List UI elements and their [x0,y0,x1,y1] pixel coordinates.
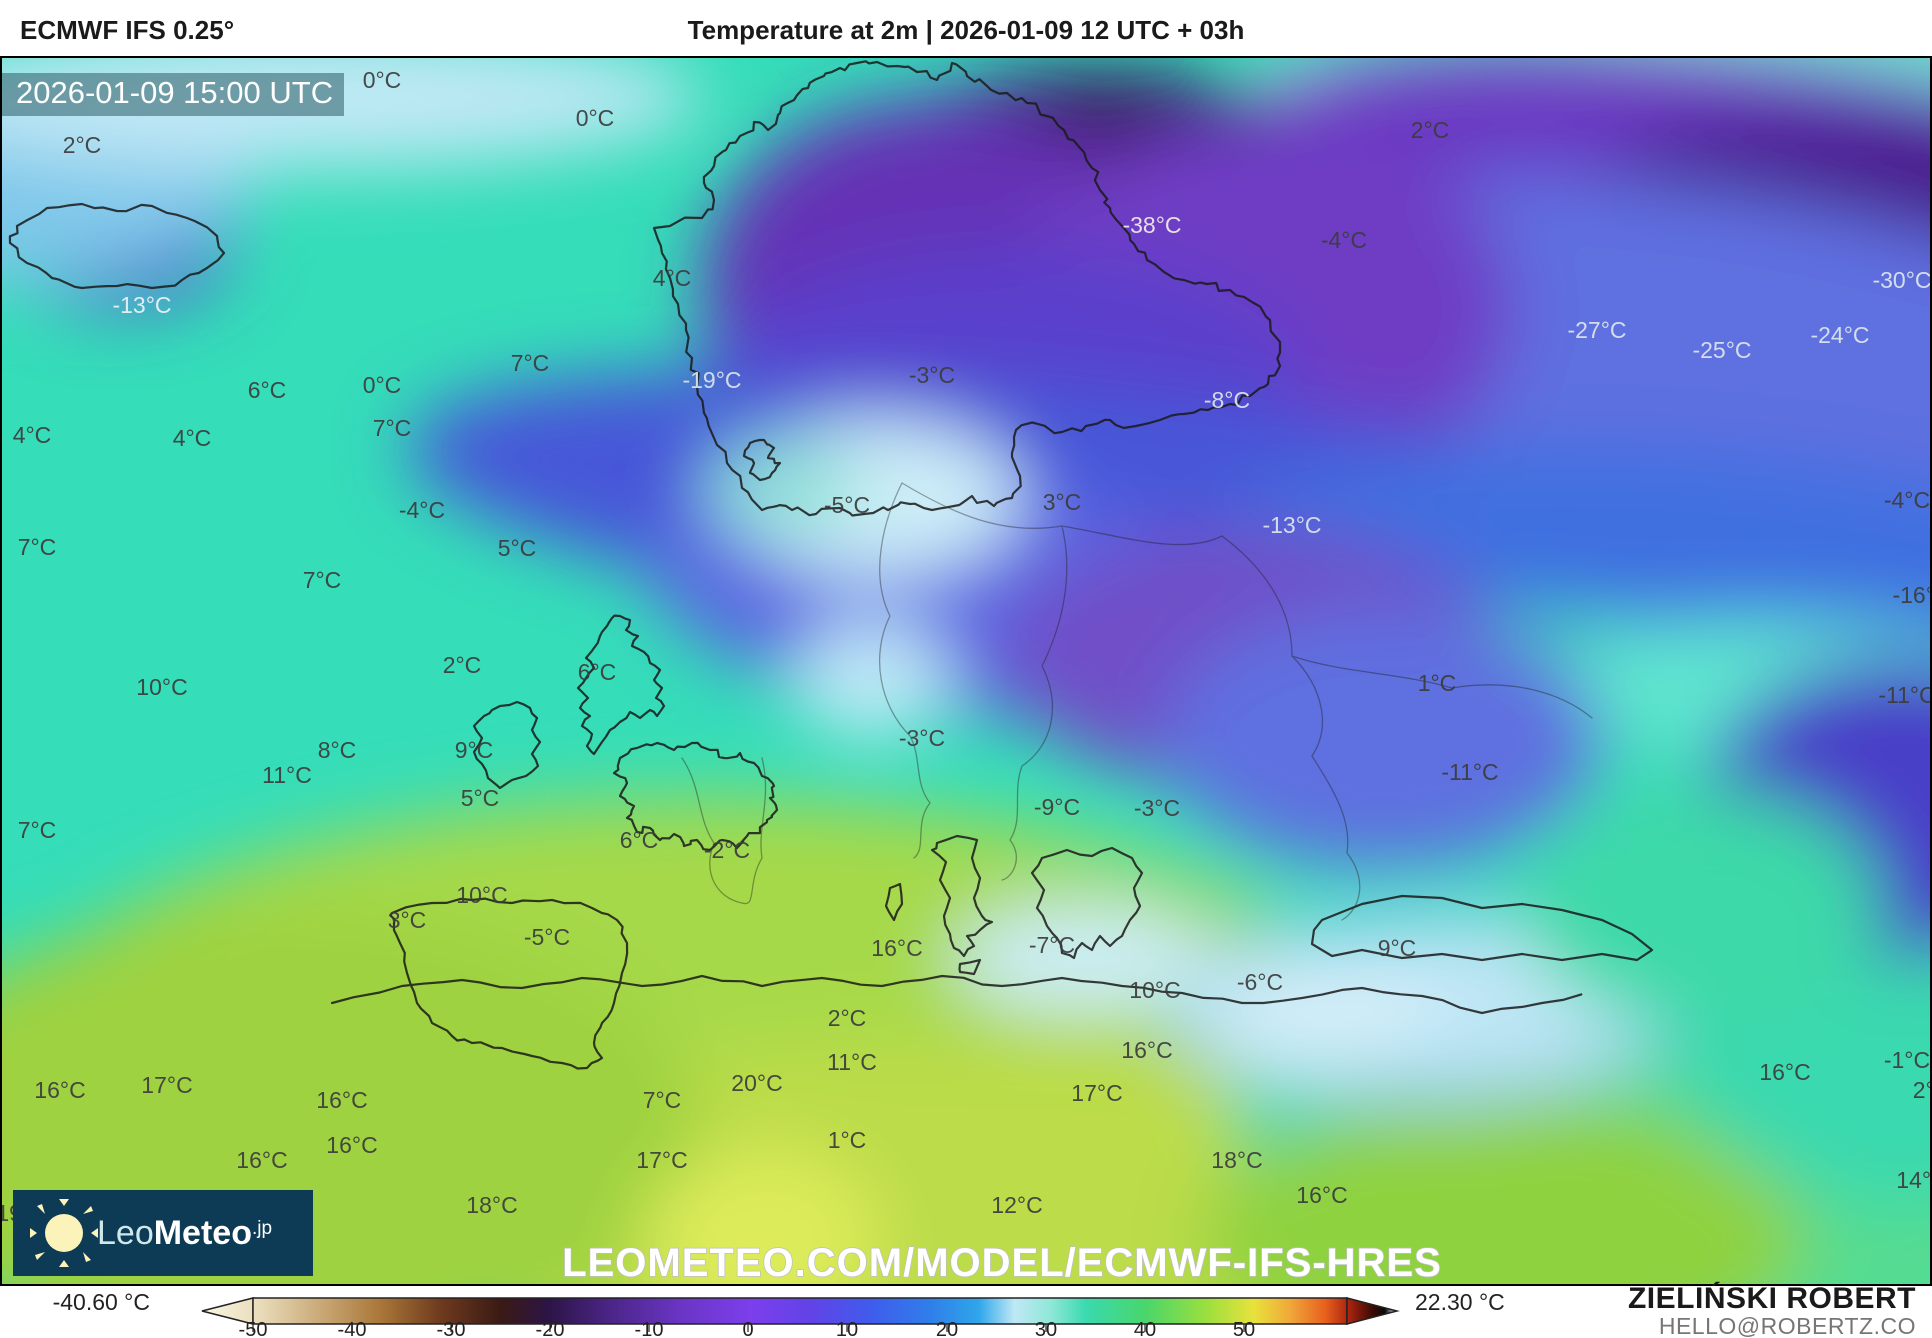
svg-text:7°C: 7°C [643,1087,682,1113]
svg-text:0: 0 [742,1319,753,1338]
svg-text:16°C: 16°C [1121,1037,1172,1063]
svg-text:4°C: 4°C [653,265,692,291]
svg-text:-50: -50 [239,1319,268,1338]
svg-text:17°C: 17°C [636,1147,687,1173]
svg-text:30: 30 [1035,1319,1057,1338]
svg-text:3°C: 3°C [388,907,427,933]
svg-text:-4°C: -4°C [1884,487,1930,513]
svg-text:-40: -40 [338,1319,367,1338]
svg-text:20: 20 [936,1319,958,1338]
svg-text:-30: -30 [437,1319,466,1338]
svg-text:0°C: 0°C [363,67,402,93]
svg-text:-3°C: -3°C [899,725,945,751]
svg-text:-11°C: -11°C [1878,682,1932,708]
svg-text:-40.60 °C: -40.60 °C [53,1290,150,1315]
svg-text:16°C: 16°C [871,935,922,961]
svg-text:10°C: 10°C [136,674,187,700]
svg-text:-3°C: -3°C [909,362,955,388]
svg-text:18°C: 18°C [466,1192,517,1218]
svg-text:-3°C: -3°C [1134,795,1180,821]
svg-text:-13°C: -13°C [1262,512,1321,538]
svg-text:16°C: 16°C [236,1147,287,1173]
svg-text:10: 10 [836,1319,858,1338]
svg-text:-5°C: -5°C [824,492,870,518]
svg-text:16°C: 16°C [34,1077,85,1103]
svg-text:16°C: 16°C [326,1132,377,1158]
svg-text:0°C: 0°C [363,372,402,398]
svg-text:2°C: 2°C [1411,117,1450,143]
svg-text:8°C: 8°C [318,737,357,763]
svg-text:-4°C: -4°C [1321,227,1367,253]
svg-text:16°C: 16°C [1759,1059,1810,1085]
svg-text:1°C: 1°C [828,1127,867,1153]
svg-text:2°C: 2°C [63,132,102,158]
svg-text:14°C: 14°C [1896,1167,1932,1193]
svg-text:-1°C: -1°C [1884,1047,1930,1073]
svg-text:7°C: 7°C [373,415,412,441]
svg-text:2°C: 2°C [443,652,482,678]
svg-text:-24°C: -24°C [1810,322,1869,348]
svg-text:-5°C: -5°C [524,924,570,950]
svg-text:2°C: 2°C [1913,1077,1932,1103]
svg-text:11°C: 11°C [262,762,312,788]
svg-text:-30°C: -30°C [1872,267,1931,293]
svg-text:5°C: 5°C [461,785,500,811]
svg-text:16°C: 16°C [1296,1182,1347,1208]
svg-text:12°C: 12°C [991,1192,1042,1218]
svg-text:7°C: 7°C [511,350,550,376]
svg-text:6°C: 6°C [620,827,659,853]
svg-text:10°C: 10°C [1129,977,1180,1003]
svg-text:6°C: 6°C [578,659,617,685]
svg-text:10°C: 10°C [456,882,507,908]
svg-text:-9°C: -9°C [1034,794,1080,820]
svg-text:22.30 °C: 22.30 °C [1415,1290,1505,1315]
svg-text:17°C: 17°C [1071,1080,1122,1106]
svg-text:-7°C: -7°C [1029,932,1075,958]
svg-text:-19°C: -19°C [682,367,741,393]
svg-text:-8°C: -8°C [1204,387,1250,413]
svg-text:9°C: 9°C [455,737,494,763]
svg-text:7°C: 7°C [303,567,342,593]
svg-text:6°C: 6°C [248,377,287,403]
svg-text:17°C: 17°C [141,1072,192,1098]
svg-text:4°C: 4°C [173,425,212,451]
svg-text:LeoMeteo.jp: LeoMeteo.jp [97,1214,272,1252]
svg-text:2°C: 2°C [828,1005,867,1031]
svg-text:-38°C: -38°C [1122,212,1181,238]
svg-text:LEOMETEO.COM/MODEL/ECMWF-IFS-H: LEOMETEO.COM/MODEL/ECMWF-IFS-HRES [562,1241,1442,1285]
svg-text:-16°C: -16°C [1892,582,1932,608]
svg-text:16°C: 16°C [316,1087,367,1113]
svg-text:11°C: 11°C [827,1049,877,1075]
svg-text:7°C: 7°C [18,817,57,843]
svg-text:1°C: 1°C [1418,670,1457,696]
svg-text:0°C: 0°C [576,105,615,131]
svg-text:-27°C: -27°C [1567,317,1626,343]
svg-text:4°C: 4°C [13,422,52,448]
svg-text:-11°C: -11°C [1441,759,1498,785]
svg-text:-10: -10 [635,1319,664,1338]
svg-text:-6°C: -6°C [1237,969,1283,995]
svg-text:50: 50 [1233,1319,1255,1338]
svg-text:2026-01-09 15:00 UTC: 2026-01-09 15:00 UTC [16,75,333,110]
svg-text:7°C: 7°C [18,534,57,560]
svg-text:3°C: 3°C [1043,489,1082,515]
svg-text:5°C: 5°C [498,535,537,561]
svg-text:-4°C: -4°C [399,497,445,523]
svg-text:9°C: 9°C [1378,935,1417,961]
svg-text:-25°C: -25°C [1692,337,1751,363]
svg-text:-20: -20 [536,1319,565,1338]
svg-text:18°C: 18°C [1211,1147,1262,1173]
svg-text:20°C: 20°C [731,1070,782,1096]
svg-text:-2°C: -2°C [704,837,750,863]
svg-text:40: 40 [1134,1319,1156,1338]
svg-text:-13°C: -13°C [112,292,171,318]
